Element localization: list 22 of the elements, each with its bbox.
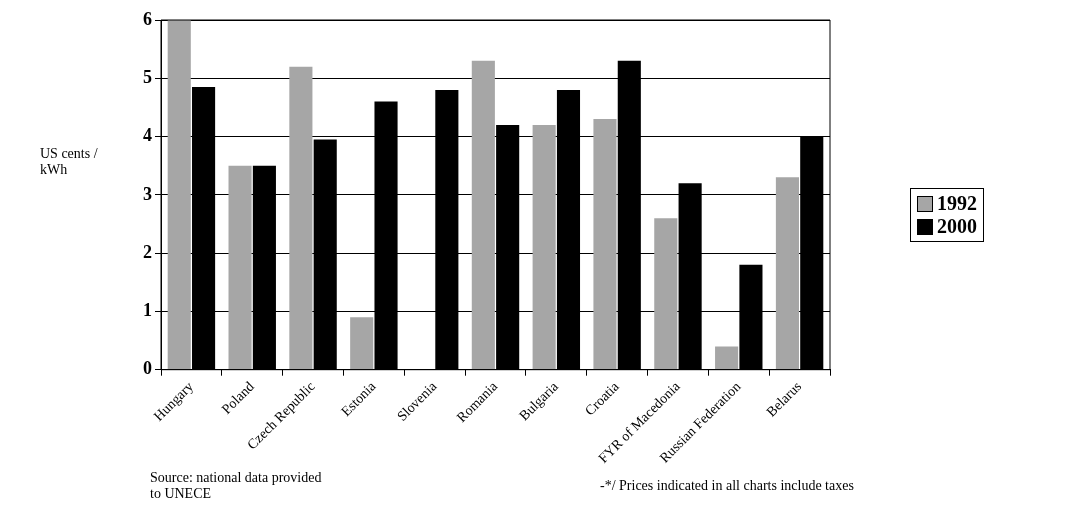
y-tick-label: 5 xyxy=(143,66,152,87)
source-note: Source: national data provided to UNECE xyxy=(150,470,323,502)
bar xyxy=(228,165,252,370)
y-tick-label: 3 xyxy=(143,183,152,204)
bar xyxy=(593,119,617,370)
bar xyxy=(654,218,678,370)
bar xyxy=(532,124,556,370)
bar xyxy=(289,66,313,370)
bar xyxy=(471,60,495,370)
bar xyxy=(167,20,191,370)
y-tick-label: 4 xyxy=(143,125,152,146)
legend-label: 1992 xyxy=(937,192,977,215)
y-tick-label: 2 xyxy=(143,241,152,262)
text: -*/ Prices indicated in all charts include taxes xyxy=(600,478,854,494)
bar xyxy=(775,177,799,370)
y-tick-label: 6 xyxy=(143,8,152,29)
legend-label: 2000 xyxy=(937,215,977,238)
y-tick-label: 1 xyxy=(143,300,152,321)
y-tick-label: 0 xyxy=(143,358,152,379)
bar xyxy=(350,317,374,370)
y-axis-title: US cents / kWh xyxy=(40,146,99,178)
bar xyxy=(715,346,739,370)
